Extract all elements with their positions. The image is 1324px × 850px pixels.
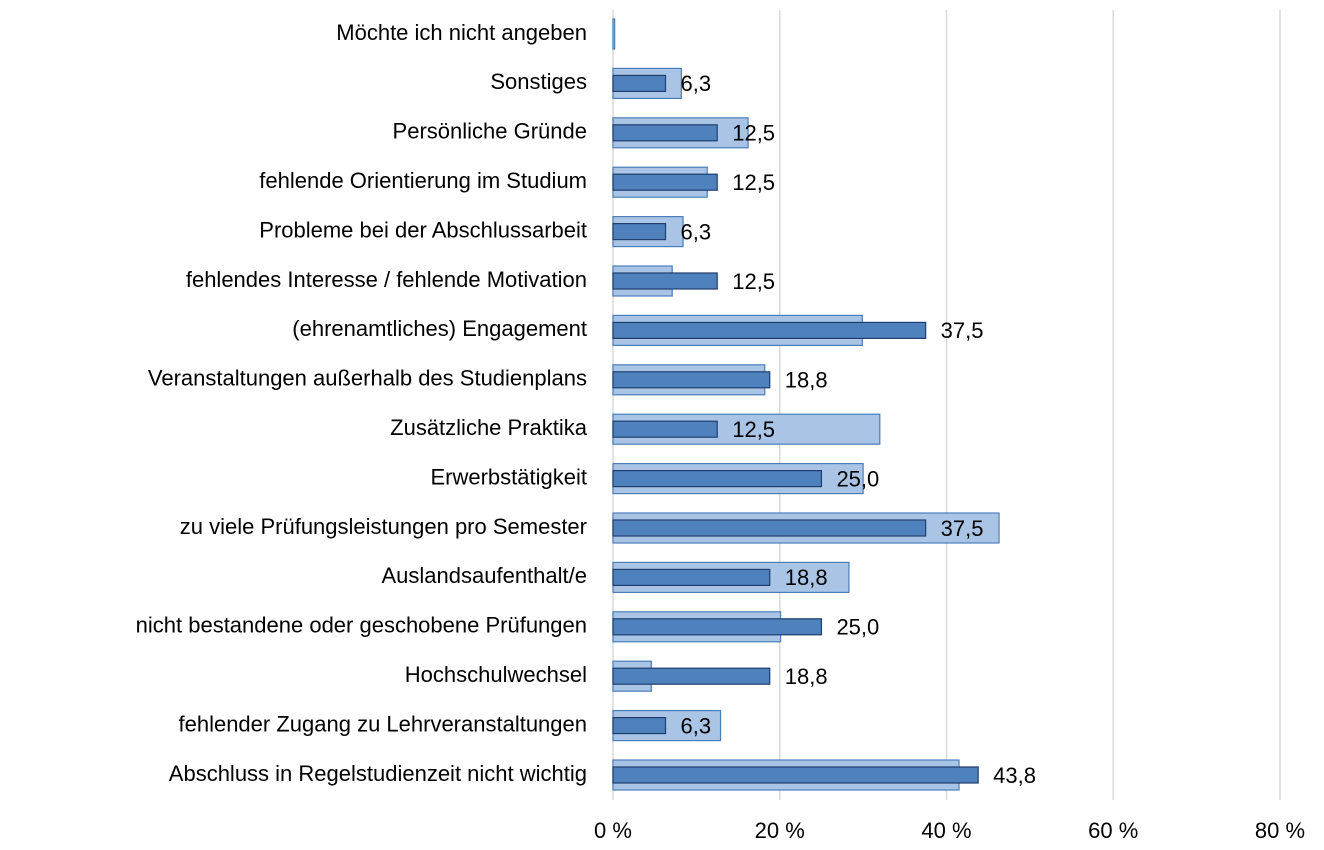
data-label: 25,0: [836, 466, 879, 491]
data-label: 12,5: [732, 121, 775, 146]
data-label: 18,8: [785, 664, 828, 689]
y-tick-label: (ehrenamtliches) Engagement: [292, 316, 587, 341]
bar: [612, 124, 718, 142]
y-tick-label: Veranstaltungen außerhalb des Studienpla…: [148, 366, 587, 391]
y-tick-label: Auslandsaufenthalt/e: [382, 563, 588, 588]
bar: [612, 470, 823, 488]
bar: [612, 568, 771, 587]
data-label: 6,3: [681, 71, 712, 96]
x-tick-label: 20 %: [755, 818, 805, 843]
y-tick-label: Möchte ich nicht angeben: [336, 20, 587, 45]
y-tick-label: Sonstiges: [490, 69, 587, 94]
bar: [612, 716, 667, 735]
bar: [612, 371, 771, 389]
data-label: 37,5: [941, 318, 984, 343]
data-label: 6,3: [681, 219, 712, 244]
bar: [612, 413, 881, 445]
x-tick-label: 60 %: [1088, 818, 1138, 843]
bar: [612, 272, 718, 290]
bar: [612, 223, 667, 241]
y-tick-label: Hochschulwechsel: [405, 662, 587, 687]
y-tick-label: fehlendes Interesse / fehlende Motivatio…: [186, 267, 587, 292]
bar: [612, 618, 823, 636]
x-tick-label: 40 %: [921, 818, 971, 843]
data-label: 37,5: [941, 516, 984, 541]
y-tick-label: fehlender Zugang zu Lehrveranstaltungen: [178, 711, 587, 736]
y-tick-label: Zusätzliche Praktika: [390, 415, 588, 440]
bar: [612, 321, 927, 339]
x-tick-label: 80 %: [1255, 818, 1305, 843]
x-tick-label: 0 %: [594, 818, 632, 843]
data-label: 25,0: [836, 615, 879, 640]
y-tick-label: Persönliche Gründe: [393, 119, 587, 144]
y-tick-label: Erwerbstätigkeit: [430, 464, 587, 489]
y-tick-label: Abschluss in Regelstudienzeit nicht wich…: [169, 761, 587, 786]
data-label: 43,8: [993, 763, 1036, 788]
data-label: 6,3: [681, 713, 712, 738]
data-label: 12,5: [732, 417, 775, 442]
bar: [612, 519, 927, 537]
bar: [612, 667, 771, 685]
bar: [612, 173, 718, 191]
data-label: 18,8: [785, 565, 828, 590]
y-tick-label: zu viele Prüfungsleistungen pro Semester: [180, 514, 587, 539]
bar: [612, 766, 979, 784]
data-label: 18,8: [785, 368, 828, 393]
y-tick-label: Probleme bei der Abschlussarbeit: [259, 217, 587, 242]
data-label: 12,5: [732, 269, 775, 294]
bar: [612, 420, 718, 438]
y-tick-label: nicht bestandene oder geschobene Prüfung…: [136, 613, 587, 638]
data-label: 12,5: [732, 170, 775, 195]
bar: [612, 74, 667, 93]
y-tick-label: fehlende Orientierung im Studium: [259, 168, 587, 193]
bar: [612, 18, 616, 50]
